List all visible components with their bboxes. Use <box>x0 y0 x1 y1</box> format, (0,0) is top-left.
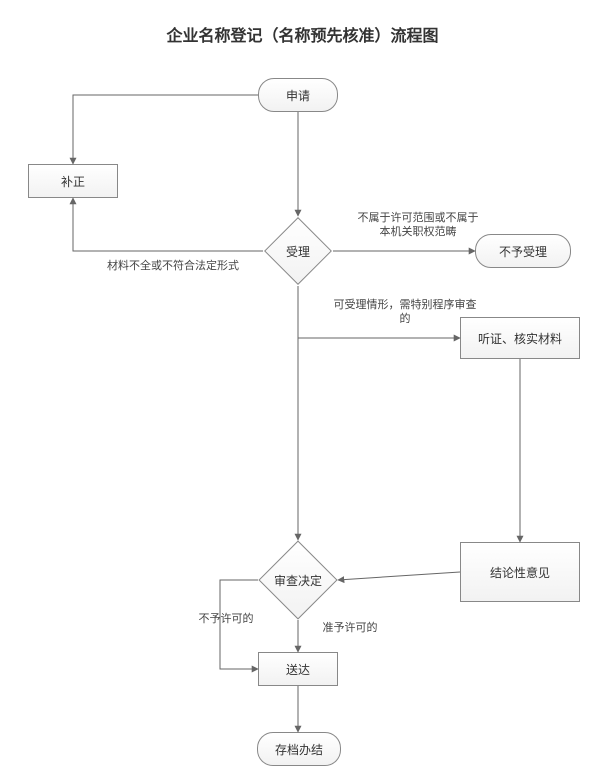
node-decide-label: 审查决定 <box>258 540 338 620</box>
edge-accept-to-suppl <box>73 198 263 251</box>
label-special: 可受理情形，需特别程序审查的 <box>330 298 480 327</box>
flowchart-canvas: 企业名称登记（名称预先核准）流程图 申请 补正 受理 不予受理 听证、核实材料 … <box>0 0 605 776</box>
node-reject: 不予受理 <box>475 234 571 268</box>
node-decide: 审查决定 <box>258 540 338 620</box>
node-accept: 受理 <box>263 216 333 286</box>
node-accept-label: 受理 <box>263 216 333 286</box>
page-title: 企业名称登记（名称预先核准）流程图 <box>0 22 605 46</box>
edge-apply-to-supplement <box>73 95 258 164</box>
label-outofscope: 不属于许可范围或不属于本机关职权范畴 <box>353 211 483 240</box>
label-grant: 准予许可的 <box>310 621 390 635</box>
label-deny: 不予许可的 <box>186 612 266 626</box>
node-apply: 申请 <box>258 78 338 112</box>
edge-opinion-to-decide <box>338 572 460 580</box>
node-opinion: 结论性意见 <box>460 542 580 602</box>
label-incomplete: 材料不全或不符合法定形式 <box>88 259 258 273</box>
node-deliver: 送达 <box>258 652 338 686</box>
node-archive: 存档办结 <box>257 732 341 766</box>
node-supplement: 补正 <box>28 164 118 198</box>
